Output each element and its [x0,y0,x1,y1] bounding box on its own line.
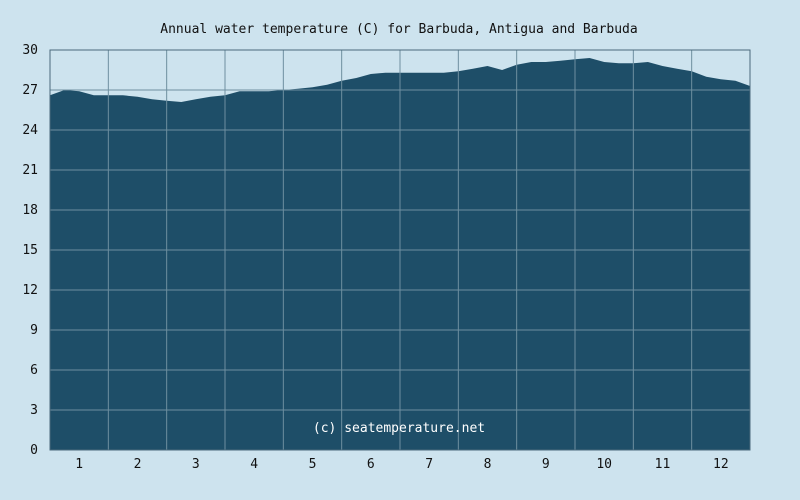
x-tick-label: 1 [75,457,83,472]
chart-title: Annual water temperature (C) for Barbuda… [160,22,637,37]
x-tick-label: 4 [250,457,258,472]
y-tick-label: 18 [22,203,38,218]
x-tick-label: 8 [484,457,492,472]
y-tick-label: 15 [22,243,38,258]
y-tick-label: 6 [30,363,38,378]
y-tick-label: 0 [30,443,38,458]
x-tick-label: 7 [425,457,433,472]
x-tick-label: 10 [596,457,612,472]
y-tick-label: 9 [30,323,38,338]
x-tick-label: 9 [542,457,550,472]
x-tick-label: 6 [367,457,375,472]
y-tick-label: 24 [22,123,38,138]
y-tick-label: 12 [22,283,38,298]
y-tick-label: 30 [22,43,38,58]
x-tick-label: 5 [309,457,317,472]
x-tick-label: 2 [134,457,142,472]
y-tick-label: 3 [30,403,38,418]
y-tick-label: 21 [22,163,38,178]
y-axis-ticks: 0 3 6 9 12 15 18 21 24 27 30 [22,43,38,458]
x-axis-ticks: 1 2 3 4 5 6 7 8 9 10 11 12 [75,457,728,472]
credit-text: (c) seatemperature.net [313,421,485,436]
plot-frame [49,49,751,451]
y-tick-label: 27 [22,83,38,98]
x-tick-label: 11 [655,457,671,472]
x-tick-label: 3 [192,457,200,472]
x-tick-label: 12 [713,457,729,472]
